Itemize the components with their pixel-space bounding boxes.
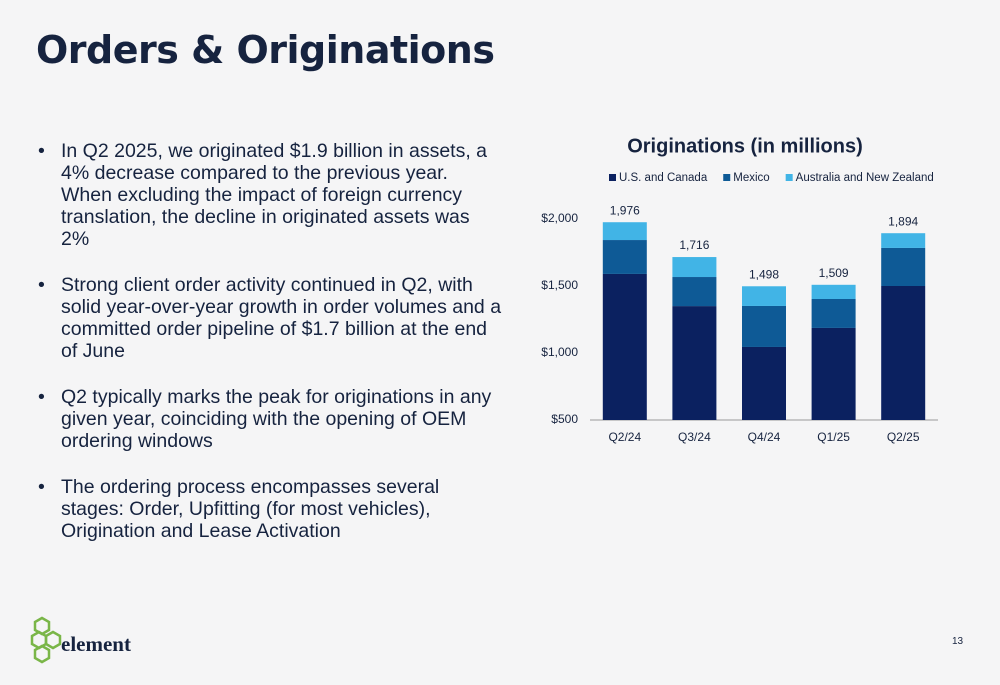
legend-swatch	[723, 174, 731, 181]
bar-segment	[742, 286, 786, 306]
bar-segment	[742, 305, 786, 347]
bullet: In Q2 2025, we originated $1.9 billion i…	[38, 140, 503, 250]
bar-segment	[881, 233, 926, 248]
bar-segment	[742, 346, 786, 420]
legend-swatch	[609, 174, 616, 181]
x-tick-label: Q3/24	[678, 430, 711, 444]
total-label: 1,716	[679, 238, 709, 252]
x-tick-label: Q2/25	[887, 430, 920, 444]
legend-label: U.S. and Canada	[619, 172, 708, 184]
logo-text: element	[61, 632, 131, 656]
y-tick-label: $2,000	[541, 211, 578, 225]
bar-segment	[811, 284, 856, 299]
page-number: 13	[952, 636, 964, 647]
bar-segment	[672, 277, 717, 307]
chart-title: Originations (in millions)	[627, 135, 863, 157]
x-tick-label: Q1/25	[817, 430, 850, 444]
bar-segment	[602, 222, 647, 241]
bar-segment	[811, 327, 856, 420]
bar-segment	[602, 240, 647, 274]
x-tick-label: Q4/24	[748, 430, 781, 444]
bullet-list: In Q2 2025, we originated $1.9 billion i…	[38, 140, 503, 566]
bar-segment	[672, 257, 717, 278]
y-tick-label: $1,000	[541, 345, 578, 359]
total-label: 1,509	[819, 266, 849, 280]
logo: element	[30, 616, 131, 664]
bullet: Q2 typically marks the peak for originat…	[38, 386, 503, 452]
total-label: 1,976	[610, 203, 640, 217]
bullet: Strong client order activity continued i…	[38, 274, 503, 362]
logo-mark	[30, 616, 62, 664]
bar-segment	[602, 273, 647, 420]
slide-title: Orders & Originations	[36, 28, 495, 72]
legend-swatch	[785, 174, 793, 181]
y-tick-label: $500	[551, 412, 578, 426]
bar-segment	[672, 306, 717, 420]
total-label: 1,498	[749, 267, 779, 281]
legend-label: Australia and New Zealand	[796, 172, 934, 184]
bar-segment	[881, 286, 926, 420]
bullet: The ordering process encompasses several…	[38, 476, 503, 542]
bar-segment	[881, 247, 926, 286]
total-label: 1,894	[888, 214, 918, 228]
x-tick-label: Q2/24	[608, 430, 641, 444]
legend-label: Mexico	[733, 172, 769, 184]
bar-segment	[811, 298, 856, 328]
y-tick-label: $1,500	[541, 278, 578, 292]
